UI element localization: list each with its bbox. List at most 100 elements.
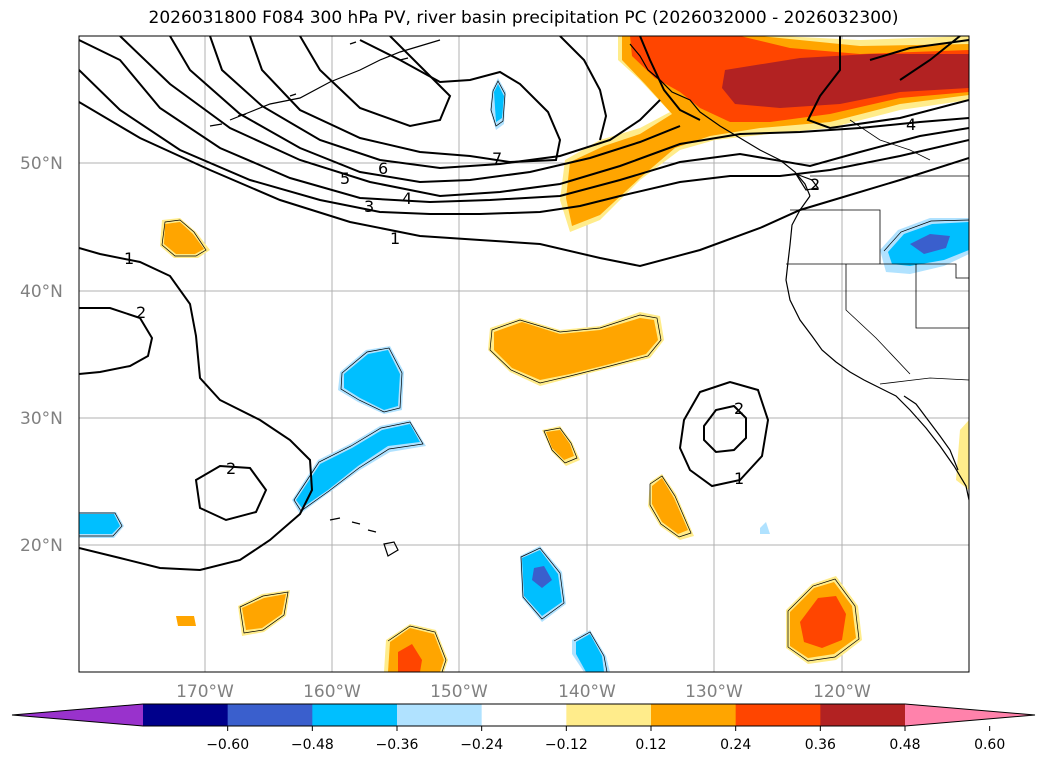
lat-label-20n: 20°N: [20, 536, 63, 556]
lon-label-170w: 170°W: [176, 682, 234, 702]
pv-contour-6: [209, 36, 661, 170]
colorbar: −0.60 −0.48 −0.36 −0.24 −0.12 0.12 0.24 0.36 0.4…: [11, 703, 1036, 753]
colorbar-segment: [481, 704, 567, 726]
map-title: 2026031800 F084 300 hPa PV, river basin …: [148, 8, 899, 28]
colorbar-segment: [566, 704, 652, 726]
colorbar-tick-label: 0.36: [805, 737, 836, 753]
pv-contour-1-ring: [678, 380, 770, 488]
colorbar-segment: [735, 704, 821, 726]
graticule: [79, 36, 969, 672]
negative-anomaly-55n-146w-inner: [494, 84, 504, 122]
colorbar-segment: [227, 704, 313, 726]
negative-anomaly-17n-144w-core: [532, 566, 552, 588]
lon-label-120w: 120°W: [813, 682, 871, 702]
lat-label-50n: 50°N: [20, 154, 63, 174]
colorbar-segment: [651, 704, 737, 726]
positive-anomaly-15n-121w-core: [800, 596, 846, 648]
positive-anomaly-bc-band-048: [722, 54, 969, 108]
negative-anomaly-25n-157w-inner: [296, 424, 420, 508]
lon-label-150w: 150°W: [430, 682, 488, 702]
colorbar-tick-label: −0.36: [376, 737, 419, 753]
pv-contour-inner-1: [299, 36, 452, 128]
colorbar-segment: [143, 704, 229, 726]
colorbar-tick-label: 0.12: [635, 737, 666, 753]
canada-interior: [849, 119, 931, 161]
contour-label-1-ring: 1: [734, 469, 744, 488]
pv-contour-2-north: [79, 69, 969, 215]
alaska-peninsula-coast: [229, 39, 441, 121]
negative-anomaly-33n-153w-inner: [344, 350, 400, 410]
positive-anomaly-24n-135w-inner: [652, 478, 688, 534]
pv-contour-3: [79, 39, 969, 204]
pv-contours: [79, 36, 969, 572]
positive-anomaly-baja: [956, 420, 969, 490]
pv-contour-5: [169, 36, 681, 184]
colorbar-segment: [820, 704, 906, 726]
us-mexico-border: [879, 377, 969, 385]
lat-label-30n: 30°N: [20, 409, 63, 429]
pv-contour-labels: 1 2 2 3 4 5 6 7 1 4 2 1 2: [124, 115, 916, 488]
baja-coast: [903, 395, 959, 471]
pv-contour-2-sw-loop: [194, 464, 268, 522]
colorbar-tick-label: 0.60: [974, 737, 1005, 753]
negative-anomaly-west-us-core: [910, 234, 950, 254]
contour-label-4: 4: [402, 189, 412, 208]
negative-anomaly-11n-140w-inner: [576, 634, 604, 672]
positive-anomaly-12n-155w-core: [398, 644, 422, 672]
positive-anomaly-n-pacific-inner: [164, 222, 204, 254]
contour-label-2-west: 2: [136, 303, 146, 322]
hawaii-islands: [329, 517, 399, 557]
lat-label-40n: 40°N: [20, 282, 63, 302]
contour-label-2-sw: 2: [226, 459, 236, 478]
colorbar-tick-label: −0.60: [206, 737, 249, 753]
contour-label-1-west: 1: [124, 249, 134, 268]
colorbar-tick-label: −0.12: [545, 737, 588, 753]
colorbar-segment: [397, 704, 483, 726]
az-border: [915, 264, 969, 329]
contour-label-1-north: 1: [390, 229, 400, 248]
colorbar-segment: [312, 704, 398, 726]
ca-or-border: [786, 263, 969, 279]
colorbar-outline: [11, 703, 1036, 727]
map-frame: [78, 35, 970, 673]
contour-label-7: 7: [492, 149, 502, 168]
ca-nv-border: [845, 264, 911, 375]
bc-coast: [629, 43, 811, 197]
wa-or-border: [790, 209, 881, 264]
pv-contour-7: [249, 36, 562, 164]
contour-label-4-east: 4: [906, 115, 916, 134]
lon-label-140w: 140°W: [558, 682, 616, 702]
contour-label-3: 3: [364, 197, 374, 216]
colorbar-tick-label: −0.48: [291, 737, 334, 753]
colorbar-tick-label: −0.24: [460, 737, 503, 753]
precip-outlines: [79, 80, 969, 672]
lon-label-130w: 130°W: [685, 682, 743, 702]
latitude-labels: 50°N 40°N 30°N 20°N: [20, 154, 63, 556]
pv-contour-ne-corner: [869, 36, 969, 81]
pv-contour-1-west: [79, 247, 314, 572]
colorbar-extend-high: [905, 704, 1035, 726]
positive-anomaly-15n-165w-inner: [242, 594, 286, 630]
pv-contour-2-west: [79, 307, 154, 375]
colorbar-extend-low: [12, 704, 143, 726]
colorbar-tick-label: 0.48: [889, 737, 920, 753]
pv-contour-bc: [559, 36, 701, 141]
positive-anomaly-28n-142w-inner: [546, 430, 574, 460]
contour-label-6: 6: [378, 159, 388, 178]
positive-anomaly-mid-pacific-inner: [494, 318, 658, 380]
colorbar-tick-label: 0.24: [720, 737, 751, 753]
pv-contour-1-north: [79, 101, 969, 268]
pv-contour-4-east: [806, 36, 969, 130]
positive-anomaly-14n-172w: [176, 616, 196, 626]
negative-anomaly-21n-178w-inner: [79, 514, 120, 534]
vancouver-island: [794, 172, 820, 191]
pv-contour-2-ring: [703, 404, 747, 454]
contour-label-2-coast: 2: [810, 175, 820, 194]
political-borders: [786, 119, 969, 385]
contour-label-5: 5: [340, 169, 350, 188]
negative-anomaly-21n-126w: [760, 522, 770, 534]
lon-label-160w: 160°W: [303, 682, 361, 702]
contour-label-2-ring: 2: [734, 399, 744, 418]
longitude-labels: 170°W 160°W 150°W 140°W 130°W 120°W: [176, 682, 871, 702]
